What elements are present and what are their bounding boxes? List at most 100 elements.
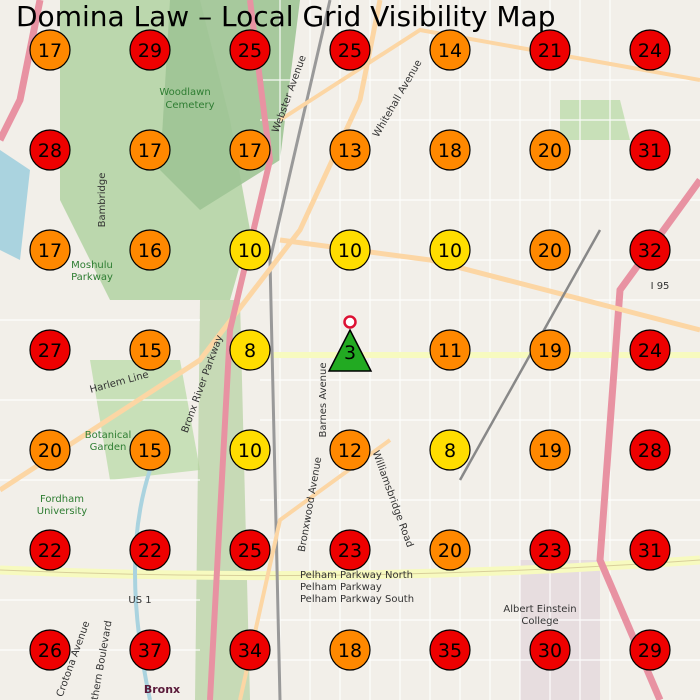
rank-label: 20 [438,540,462,562]
grid-marker[interactable]: 20 [529,229,571,271]
map-label: Moshulu [71,260,113,271]
grid-marker[interactable]: 10 [429,229,471,271]
grid-marker[interactable]: 27 [29,329,71,371]
rank-label: 10 [238,240,262,262]
rank-label: 3 [344,342,356,364]
grid-marker[interactable]: 25 [329,29,371,71]
grid-marker[interactable]: 25 [229,29,271,71]
map-label: US 1 [128,595,151,606]
grid-marker[interactable]: 17 [29,29,71,71]
rank-circle-icon [629,129,671,171]
grid-marker[interactable]: 25 [229,529,271,571]
rank-label: 21 [538,40,562,62]
grid-marker[interactable]: 16 [129,229,171,271]
grid-marker[interactable]: 31 [629,129,671,171]
grid-marker[interactable]: 35 [429,629,471,671]
grid-marker[interactable]: 34 [229,629,271,671]
grid-marker[interactable]: 30 [529,629,571,671]
rank-circle-icon [429,529,471,571]
grid-marker[interactable]: 19 [529,429,571,471]
grid-marker[interactable]: 15 [129,329,171,371]
grid-marker[interactable]: 24 [629,29,671,71]
center-pin-icon [343,315,357,329]
grid-marker[interactable]: 18 [429,129,471,171]
grid-marker[interactable]: 29 [629,629,671,671]
rank-label: 10 [238,440,262,462]
grid-marker[interactable]: 20 [29,429,71,471]
map-label: Bambridge [97,173,108,228]
rank-circle-icon [529,129,571,171]
grid-marker[interactable]: 17 [129,129,171,171]
grid-marker[interactable]: 26 [29,629,71,671]
rank-label: 35 [438,640,462,662]
grid-marker[interactable]: 23 [529,529,571,571]
rank-circle-icon [129,429,171,471]
rank-label: 29 [138,40,162,62]
grid-marker[interactable]: 20 [429,529,471,571]
grid-marker[interactable]: 14 [429,29,471,71]
map-label: Fordham [40,494,84,505]
rank-label: 16 [138,240,162,262]
rank-circle-icon [29,129,71,171]
rank-label: 20 [538,140,562,162]
grid-marker[interactable]: 24 [629,329,671,371]
grid-marker[interactable]: 28 [29,129,71,171]
rank-label: 17 [138,140,162,162]
grid-marker[interactable]: 11 [429,329,471,371]
rank-label: 18 [338,640,362,662]
rank-label: 25 [338,40,362,62]
rank-circle-icon [29,229,71,271]
rank-label: 8 [244,340,256,362]
rank-label: 22 [138,540,162,562]
rank-circle-icon [429,629,471,671]
grid-marker[interactable]: 28 [629,429,671,471]
grid-markers: 17 29 25 25 14 21 24 28 17 17 13 18 20 31 17 16 10 10 10 20… [29,29,671,671]
rank-label: 28 [638,440,662,462]
map-label: Cemetery [165,100,214,111]
grid-marker[interactable]: 20 [529,129,571,171]
rank-circle-icon [429,429,471,471]
rank-label: 24 [638,340,662,362]
rank-circle-icon [329,429,371,471]
rank-circle-icon [629,429,671,471]
grid-marker[interactable]: 22 [129,529,171,571]
grid-marker[interactable]: 37 [129,629,171,671]
grid-marker[interactable]: 17 [229,129,271,171]
rank-circle-icon [129,29,171,71]
rank-label: 26 [38,640,62,662]
rank-label: 37 [138,640,162,662]
grid-marker[interactable]: 10 [229,229,271,271]
rank-circle-icon [429,29,471,71]
rank-circle-icon [529,329,571,371]
rank-circle-icon [229,29,271,71]
grid-marker[interactable]: 3 [327,315,373,372]
grid-marker[interactable]: 17 [29,229,71,271]
grid-marker[interactable]: 31 [629,529,671,571]
rank-circle-icon [129,629,171,671]
grid-marker[interactable]: 23 [329,529,371,571]
rank-label: 17 [38,240,62,262]
rank-circle-icon [229,129,271,171]
grid-marker[interactable]: 15 [129,429,171,471]
rank-label: 18 [438,140,462,162]
grid-marker[interactable]: 8 [229,329,271,371]
map-label: Pelham Parkway [300,582,382,593]
grid-marker[interactable]: 8 [429,429,471,471]
grid-marker[interactable]: 19 [529,329,571,371]
grid-marker[interactable]: 18 [329,629,371,671]
grid-marker[interactable]: 10 [229,429,271,471]
triangle-marker-icon [327,328,373,372]
grid-marker[interactable]: 21 [529,29,571,71]
grid-marker[interactable]: 10 [329,229,371,271]
rank-label: 17 [238,140,262,162]
rank-label: 28 [38,140,62,162]
grid-marker[interactable]: 22 [29,529,71,571]
rank-label: 11 [438,340,462,362]
grid-marker[interactable]: 13 [329,129,371,171]
rank-label: 30 [538,640,562,662]
grid-marker[interactable]: 29 [129,29,171,71]
grid-marker[interactable]: 12 [329,429,371,471]
grid-marker[interactable]: 32 [629,229,671,271]
rank-circle-icon [229,229,271,271]
